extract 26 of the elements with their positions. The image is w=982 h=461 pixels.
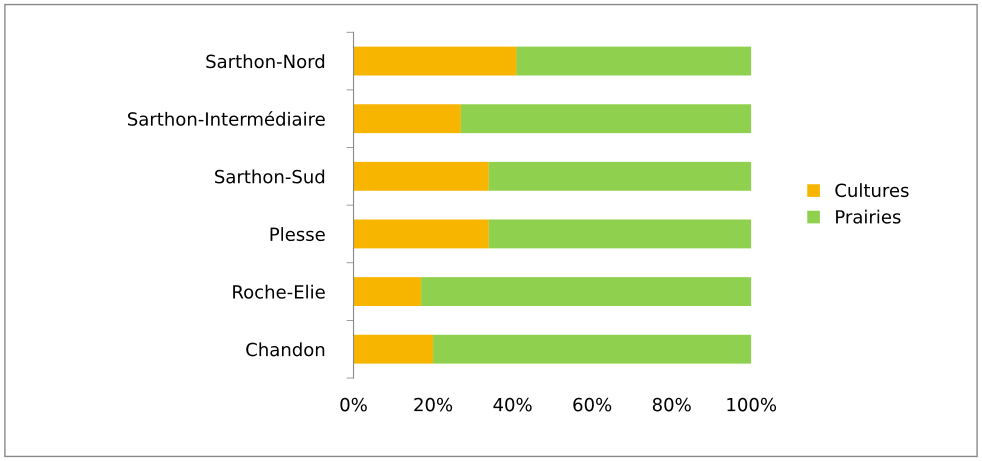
x-tick-label: 100%: [727, 398, 776, 412]
bar: [354, 104, 461, 134]
y-tick-label: Roche-Elie: [233, 284, 325, 299]
x-tick-label: 0%: [340, 398, 367, 412]
bar: [354, 277, 422, 306]
x-tick-label: 20%: [414, 398, 452, 412]
bar: [354, 162, 489, 191]
bar: [516, 46, 752, 76]
y-tick-label: Sarthon-Nord: [206, 54, 324, 68]
bar: [460, 104, 752, 134]
x-tick-label: 40%: [493, 398, 532, 412]
bar: [354, 334, 434, 364]
bar: [421, 277, 752, 306]
y-tick-label: Sarthon-Intermédiaire: [128, 111, 325, 126]
legend-label: Cultures: [835, 183, 909, 198]
x-tick-label: 80%: [652, 398, 691, 412]
bar: [354, 220, 489, 248]
legend-label: Prairies: [836, 210, 900, 224]
y-tick-label: Chandon: [246, 342, 324, 356]
y-tick-label: Plesse: [270, 227, 325, 242]
bar: [488, 220, 752, 248]
bar: [488, 162, 752, 191]
x-tick-label: 60%: [573, 398, 612, 412]
bar: [354, 46, 517, 76]
y-tick-label: Sarthon-Sud: [215, 169, 324, 184]
bar: [433, 334, 752, 364]
